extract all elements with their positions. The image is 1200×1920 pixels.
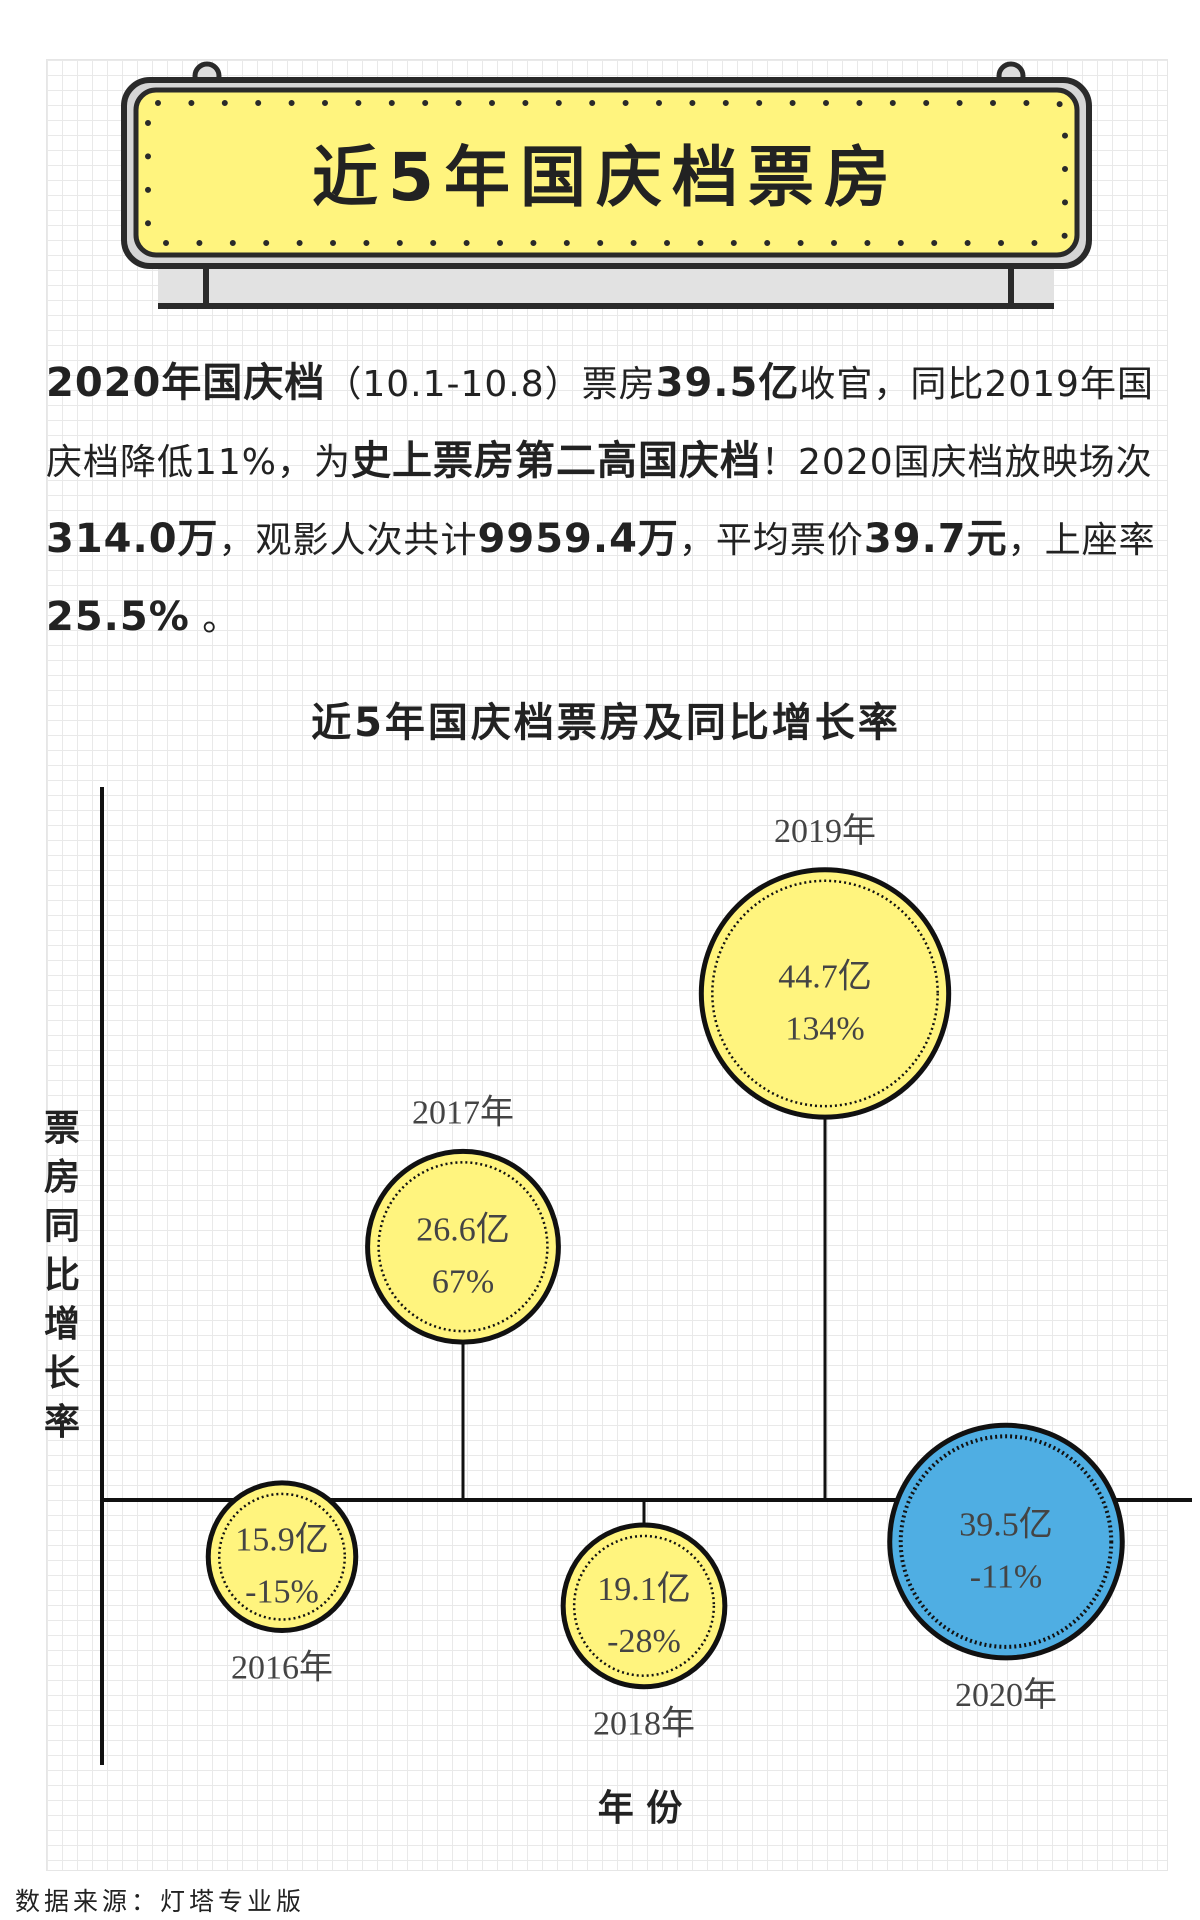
y-axis-label-char: 同 [44, 1206, 80, 1247]
intro-text: ，平均票价 [678, 520, 864, 561]
intro-text: ！2020国庆档放映场次 [761, 442, 1153, 483]
intro-text: 。 [189, 598, 240, 639]
chart-marks: 15.9亿 -15% 2016年 26.6亿 67% 2017年 19.1亿 -28% 2018… [205, 812, 1125, 1743]
bubble-growth-label: -28% [607, 1623, 681, 1660]
bubble-value-label: 44.7亿 [778, 957, 872, 995]
bubble-value-label: 39.5亿 [959, 1506, 1053, 1544]
bubble-inner-ring [898, 1434, 1114, 1649]
bubble-2020年: 39.5亿 -11% 2020年 [887, 1422, 1125, 1714]
bubble-inner-ring [572, 1534, 716, 1677]
year-label: 2018年 [593, 1705, 695, 1743]
y-axis-label-char: 房 [44, 1157, 80, 1198]
intro-highlight: 25.5% [46, 594, 190, 640]
banner-title: 近5年国庆档票房 [312, 139, 900, 216]
bubble-2018年: 19.1亿 -28% 2018年 [560, 1500, 728, 1743]
intro-text: ，观影人次共计 [218, 520, 478, 561]
intro-highlight: 9959.4万 [477, 516, 679, 562]
bubble-value-label: 26.6亿 [416, 1211, 510, 1249]
title-banner: 近5年国庆档票房 [121, 61, 1092, 309]
bubble-2016年: 15.9亿 -15% 2016年 [205, 1480, 359, 1686]
intro-paragraph: 2020年国庆档（10.1-10.8）票房39.5亿收官，同比2019年国庆档降… [46, 345, 1176, 657]
year-label: 2017年 [412, 1093, 514, 1131]
bubble-value-label: 19.1亿 [597, 1570, 691, 1608]
y-axis-label-char: 长 [44, 1353, 80, 1394]
bubble [205, 1480, 359, 1633]
bubble-value-label: 15.9亿 [235, 1521, 329, 1559]
bubble-growth-label: -11% [970, 1559, 1042, 1596]
intro-highlight: 39.5亿 [655, 360, 800, 406]
intro-highlight: 39.7元 [863, 516, 1008, 562]
y-axis-label-char: 率 [44, 1402, 80, 1443]
bubble-2019年: 44.7亿 134% 2019年 [698, 812, 952, 1500]
intro-highlight: 2020年国庆档 [46, 360, 326, 406]
bubble-inner-ring [377, 1161, 549, 1333]
data-source: 数据来源：灯塔专业版 [15, 1887, 306, 1916]
bubble [887, 1422, 1125, 1661]
bubble-inner-ring [217, 1492, 347, 1621]
bubble-inner-ring [711, 879, 939, 1108]
bubble [698, 867, 952, 1120]
chart-title: 近5年国庆档票房及同比增长率 [311, 700, 901, 746]
intro-text: ，上座率 [1007, 520, 1156, 561]
year-label: 2020年 [955, 1676, 1057, 1714]
intro-highlight: 314.0万 [46, 516, 219, 562]
year-label: 2019年 [774, 812, 876, 850]
intro-text: 收官，同比2019年国庆档降低11%，为 [46, 364, 1154, 483]
bubble-growth-label: 134% [785, 1010, 864, 1047]
intro-highlight: 史上票房第二高国庆档 [351, 438, 762, 484]
x-axis-label: 年 份 [598, 1788, 683, 1829]
year-label: 2016年 [231, 1648, 333, 1686]
y-axis-label-char: 票 [44, 1108, 80, 1149]
bubble-growth-label: 67% [432, 1264, 494, 1301]
bubble [560, 1522, 728, 1690]
bubble-growth-label: -15% [245, 1574, 319, 1611]
intro-text: （10.1-10.8）票房 [325, 364, 656, 405]
bubble-2017年: 26.6亿 67% 2017年 [365, 1093, 561, 1500]
bubble [365, 1148, 561, 1345]
y-axis-label-char: 增 [44, 1304, 80, 1345]
y-axis-label-char: 比 [44, 1255, 80, 1296]
